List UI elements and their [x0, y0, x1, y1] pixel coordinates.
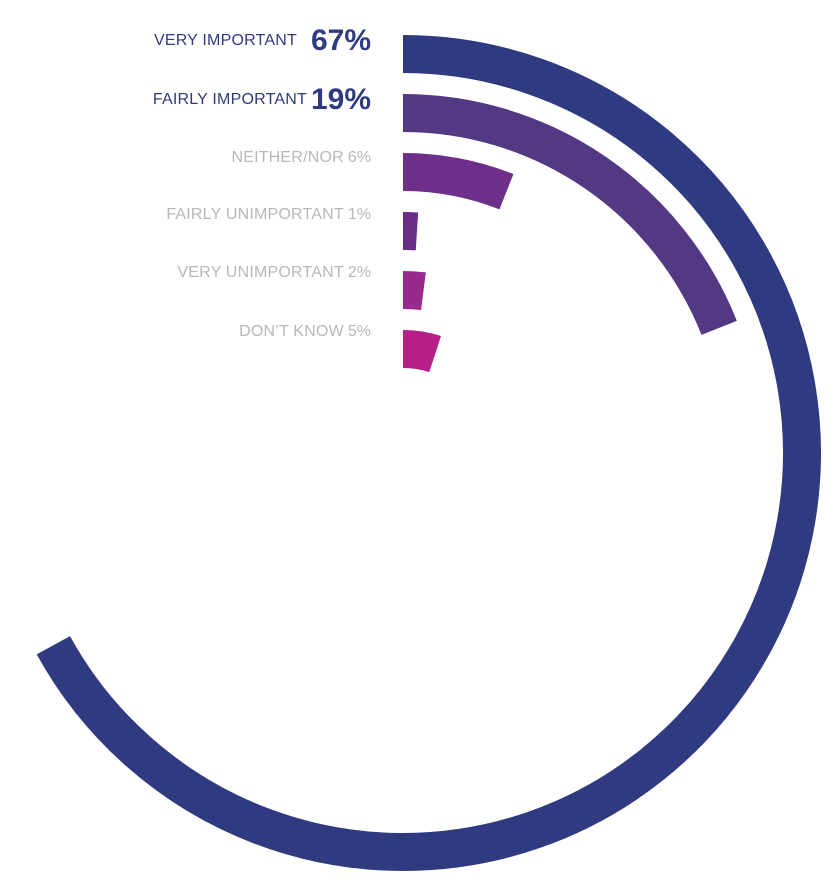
percent-label: 2%	[347, 264, 371, 281]
category-label: VERY IMPORTANT	[153, 32, 297, 49]
percent-label: 1%	[347, 206, 371, 223]
category-label: FAIRLY UNIMPORTANT	[166, 206, 344, 223]
percent-label: 67%	[310, 24, 371, 57]
category-label: DON’T KNOW	[239, 323, 344, 340]
percent-label: 6%	[347, 149, 371, 166]
label-dont-know: DON’T KNOW 5%	[239, 312, 371, 352]
radial-bar-very-unimportant	[402, 271, 426, 311]
category-label: VERY UNIMPORTANT	[177, 264, 344, 281]
label-very-important: VERY IMPORTANT 67%	[154, 21, 371, 61]
percent-label: 19%	[310, 83, 371, 116]
radial-bar-don-t-know	[402, 330, 442, 373]
category-label: NEITHER/NOR	[231, 149, 344, 166]
radial-bar-very-important	[36, 35, 821, 871]
category-label: FAIRLY IMPORTANT	[152, 91, 307, 108]
label-very-unimportant: VERY UNIMPORTANT 2%	[177, 253, 371, 293]
radial-bar-neither-nor	[402, 153, 514, 210]
radial-bar-fairly-important	[402, 94, 737, 335]
percent-label: 5%	[347, 323, 371, 340]
label-fairly-unimportant: FAIRLY UNIMPORTANT 1%	[166, 195, 371, 235]
label-fairly-important: FAIRLY IMPORTANT 19%	[153, 80, 371, 120]
label-neither-nor: NEITHER/NOR 6%	[231, 138, 371, 178]
